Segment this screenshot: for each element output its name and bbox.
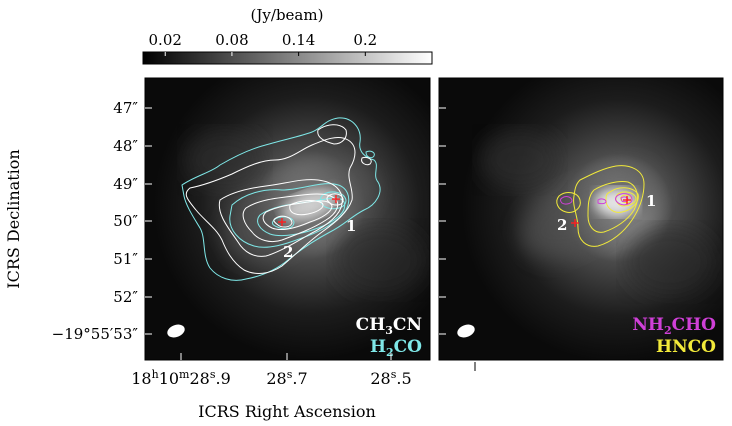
hnco-contours: [556, 165, 645, 247]
source-1-marker: [332, 195, 340, 203]
dec-tick-53: −19°55′53″: [52, 325, 139, 343]
right-source-label-2: 2: [557, 216, 567, 234]
colorbar-tick-label: 0.08: [215, 31, 248, 49]
dec-tick-49: 49″: [113, 175, 138, 193]
colorbar-tick-label: 0.14: [282, 31, 315, 49]
left-panel-ticks: [145, 107, 392, 360]
colorbar-unit-label: (Jy/beam): [251, 6, 324, 24]
left-panel-image: 1 2 CH3CN H2CO: [145, 78, 430, 360]
source-1-marker: [623, 196, 631, 204]
dec-tick-51: 51″: [113, 250, 138, 268]
left-source-label-1: 1: [346, 217, 356, 235]
dec-tick-52: 52″: [113, 288, 138, 306]
source-2-marker: [571, 219, 579, 227]
right-panel: 1 2 NH2CHO HNCO: [438, 77, 724, 371]
colorbar-tick-marks: [164, 52, 366, 56]
left-source-markers: [278, 195, 340, 226]
y-axis-label: ICRS Declination: [4, 149, 23, 288]
dec-tick-50: 50″: [113, 212, 138, 230]
legend-nh2cho: NH2CHO: [632, 315, 716, 337]
right-source-label-1: 1: [646, 192, 656, 210]
legend-ch3cn: CH3CN: [356, 315, 422, 337]
colorbar-tick-label: 0.2: [353, 31, 377, 49]
ra-tick-first: 18h10m28s.9: [131, 368, 231, 388]
colorbar-gradient: [142, 51, 433, 65]
colorbar: (Jy/beam) 0.02 0.08 0.14 0.2: [142, 6, 433, 65]
dec-tick-47: 47″: [113, 99, 138, 117]
right-source-markers: [571, 196, 631, 227]
right-panel-frame: [438, 77, 724, 361]
ch3cn-contours: [185, 124, 372, 274]
x-axis-label: ICRS Right Ascension: [198, 402, 376, 421]
ra-tick-labels: 18h10m28s.9 28s.7 28s.5: [131, 368, 411, 388]
source-2-marker: [278, 218, 286, 226]
colorbar-tick-label: 0.02: [149, 31, 182, 49]
right-panel-ticks: [439, 107, 446, 335]
ra-tick-third: 28s.5: [370, 368, 411, 388]
left-source-label-2: 2: [283, 243, 293, 261]
nh2cho-contours: [560, 193, 633, 206]
ra-tick-second: 28s.7: [266, 368, 307, 388]
dec-tick-labels: 47″ 48″ 49″ 50″ 51″ 52″ −19°55′53″: [52, 99, 139, 343]
dec-tick-48: 48″: [113, 137, 138, 155]
left-panel: 1 2 CH3CN H2CO: [144, 77, 431, 361]
legend-h2co: H2CO: [370, 337, 422, 359]
beam-ellipse: [457, 324, 475, 338]
colorbar-tick-labels: 0.02 0.08 0.14 0.2: [149, 31, 378, 49]
beam-ellipse: [167, 324, 185, 338]
legend-hnco: HNCO: [656, 337, 716, 357]
right-panel-image: 1 2 NH2CHO HNCO: [439, 78, 723, 360]
